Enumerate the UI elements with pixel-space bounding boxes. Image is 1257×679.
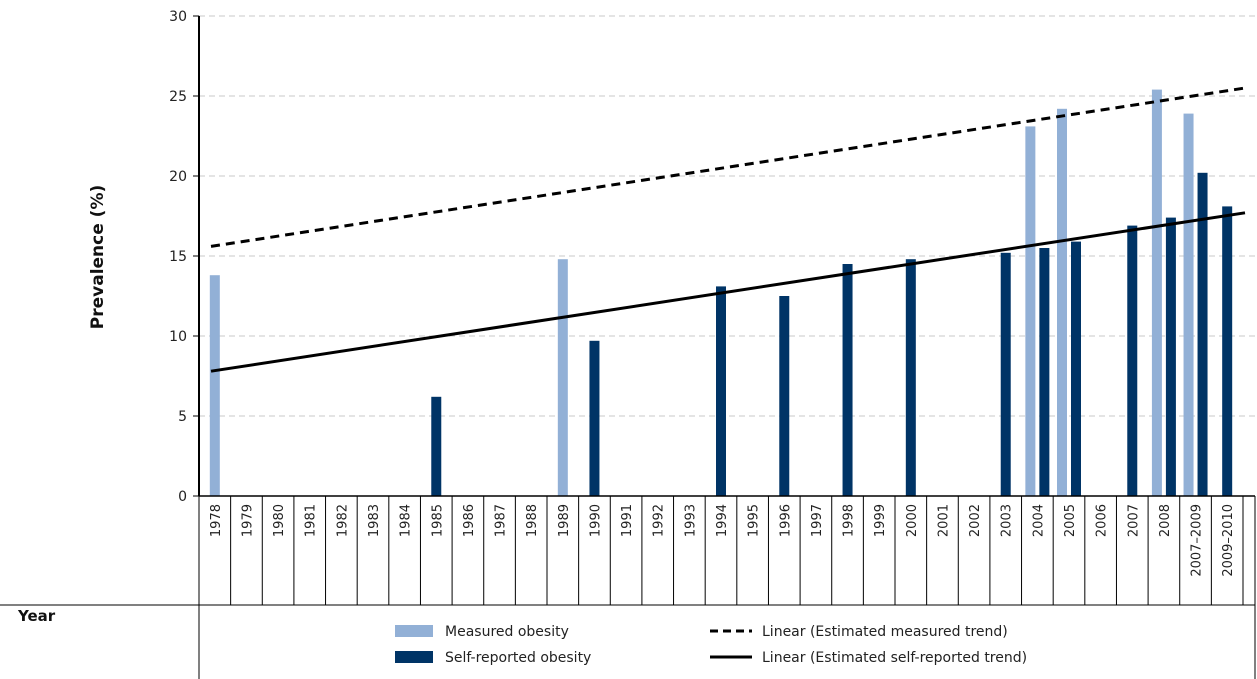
bar-self-reported: [431, 396, 442, 496]
x-tick-label: 1980: [272, 504, 287, 537]
x-tick-label: 2009–2010: [1221, 504, 1236, 577]
x-tick-label: 2006: [1095, 504, 1110, 537]
y-tick-label: 20: [169, 169, 187, 185]
y-tick-labels: 0 5 10 15 20 25 30: [169, 9, 187, 505]
x-tick-label: 1981: [304, 504, 319, 537]
bar-measured: [1183, 113, 1194, 496]
trendlines-group: [210, 86, 1246, 373]
x-tick-label: 1988: [525, 504, 540, 537]
trendline-self-reported: [210, 211, 1246, 373]
x-tick-label: 1995: [747, 504, 762, 537]
x-tick-label: 1989: [557, 504, 572, 537]
bar-measured: [209, 275, 220, 496]
x-tick-label: 2008: [1158, 504, 1173, 537]
x-tick-label: 1982: [335, 504, 350, 537]
y-tick-label: 10: [169, 329, 187, 345]
bar-self-reported: [1222, 206, 1233, 496]
x-tick-label: 1979: [240, 504, 255, 537]
x-tick-label: 1991: [620, 504, 635, 537]
bar-measured: [1151, 89, 1162, 496]
bar-self-reported: [1127, 225, 1138, 496]
bar-self-reported: [842, 264, 853, 496]
y-tick-label: 15: [169, 249, 187, 265]
x-tick-label: 1983: [367, 504, 382, 537]
trendline-measured: [210, 86, 1246, 248]
bar-self-reported: [1197, 172, 1208, 497]
bar-measured: [1025, 126, 1036, 497]
bar-measured: [557, 259, 568, 496]
bar-self-reported: [1165, 217, 1176, 496]
bar-measured: [1057, 108, 1067, 497]
x-tick-label: 2007: [1126, 504, 1141, 537]
x-axis-label: Year: [17, 607, 56, 625]
x-tick-label: 1984: [399, 504, 414, 537]
x-tick-label: 1986: [462, 504, 477, 537]
x-tick-label: 2002: [968, 504, 983, 537]
x-tick-label: 1990: [588, 504, 603, 537]
x-tick-label: 1987: [494, 504, 509, 537]
legend: Measured obesity Self-reported obesity Lin…: [395, 624, 1027, 666]
x-tick-label: 1993: [683, 504, 698, 537]
x-tick-label: 1997: [810, 504, 825, 537]
x-tick-label: 1992: [652, 504, 667, 537]
bar-self-reported: [779, 296, 790, 496]
legend-self-reported-label: Self-reported obesity: [445, 650, 591, 666]
x-tick-label: 1996: [778, 504, 793, 537]
y-tick-label: 25: [169, 89, 187, 105]
x-tick-label: 1985: [430, 504, 445, 537]
x-tick-label: 2000: [905, 504, 920, 537]
x-tick-label: 1994: [715, 504, 730, 537]
bar-self-reported: [589, 340, 600, 496]
legend-self-reported-swatch: [395, 651, 433, 663]
x-tick-label: 1999: [873, 504, 888, 537]
bar-self-reported: [1071, 241, 1081, 496]
bar-self-reported: [1000, 252, 1011, 496]
legend-measured-swatch: [395, 625, 433, 637]
x-tick-label: 2004: [1031, 504, 1046, 537]
x-tick-label: 2007–2009: [1190, 504, 1205, 577]
x-tick-label: 2001: [936, 504, 951, 537]
x-category-table: 1978 1979 1980 1981 1982 1983 1984 1985 1986 1987…: [0, 496, 1256, 679]
bar-self-reported: [905, 259, 916, 496]
legend-measured-trend-label: Linear (Estimated measured trend): [762, 624, 1008, 640]
legend-measured-label: Measured obesity: [445, 624, 569, 640]
x-tick-label: 2003: [1000, 504, 1015, 537]
y-tick-label: 0: [178, 489, 187, 505]
x-tick-label: 1998: [842, 504, 857, 537]
axes-group: [198, 16, 1255, 497]
x-tick-label: 1978: [209, 504, 224, 537]
bar-self-reported: [716, 286, 726, 496]
x-tick-label: 2005: [1063, 504, 1078, 537]
y-axis-label: Prevalence (%): [88, 185, 108, 329]
bars-group: [209, 89, 1233, 497]
bar-self-reported: [1039, 248, 1050, 496]
y-tick-label: 30: [169, 9, 187, 25]
y-tick-label: 5: [178, 409, 187, 425]
legend-self-reported-trend-label: Linear (Estimated self-reported trend): [762, 650, 1027, 666]
